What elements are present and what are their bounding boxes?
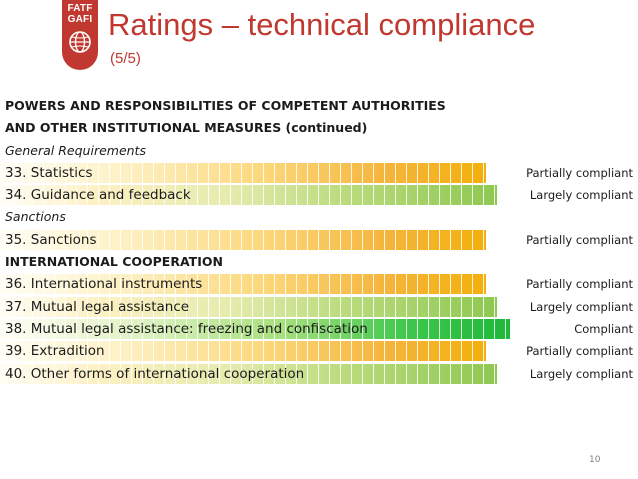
recommendation-label: 34. Guidance and feedback <box>5 187 191 204</box>
rating-value: Partially compliant <box>526 344 633 359</box>
rating-bar-largely-compliant <box>0 185 497 206</box>
rating-row: 34. Guidance and feedback Largely compli… <box>0 184 638 206</box>
rating-row: 35. Sanctions Partially compliant <box>0 229 638 251</box>
rating-row: 40. Other forms of international coopera… <box>0 363 638 385</box>
section-heading: INTERNATIONAL COOPERATION <box>5 254 223 270</box>
recommendation-label: 40. Other forms of international coopera… <box>5 365 305 382</box>
rating-bar-partially-compliant <box>0 341 486 362</box>
rating-row: 38. Mutual legal assistance: freezing an… <box>0 318 638 340</box>
rating-value: Largely compliant <box>529 299 633 314</box>
section-heading: POWERS AND RESPONSIBILITIES OF COMPETENT… <box>5 98 446 113</box>
rating-bar-partially-compliant <box>0 162 486 183</box>
rating-bar-partially-compliant <box>0 229 486 250</box>
fatf-gafi-logo: FATF GAFI <box>62 0 98 70</box>
page-subtitle: (5/5) <box>110 50 141 67</box>
logo-text-gafi: GAFI <box>67 14 93 25</box>
subsection-heading: Sanctions <box>5 209 66 225</box>
rating-row: 37. Mutual legal assistance Largely comp… <box>0 296 638 318</box>
subsection-heading-row: General Requirements <box>0 140 638 162</box>
rating-value: Largely compliant <box>529 366 633 381</box>
section-heading-row: AND OTHER INSTITUTIONAL MEASURES (contin… <box>0 117 638 139</box>
rating-bar-largely-compliant <box>0 363 497 384</box>
page-title: Ratings – technical compliance <box>108 7 536 42</box>
rating-value: Largely compliant <box>529 188 633 203</box>
ratings-list: POWERS AND RESPONSIBILITIES OF COMPETENT… <box>0 95 638 385</box>
rating-row: 33. Statistics Partially compliant <box>0 162 638 184</box>
rating-row: 36. International instruments Partially … <box>0 273 638 295</box>
section-heading-row: INTERNATIONAL COOPERATION <box>0 251 638 273</box>
recommendation-label: 38. Mutual legal assistance: freezing an… <box>5 320 368 337</box>
recommendation-label: 39. Extradition <box>5 343 105 360</box>
rating-bar-compliant <box>0 318 510 339</box>
subsection-heading: General Requirements <box>5 142 146 158</box>
section-heading-row: POWERS AND RESPONSIBILITIES OF COMPETENT… <box>0 95 638 117</box>
rating-value: Partially compliant <box>526 165 633 180</box>
rating-bar-largely-compliant <box>0 296 497 317</box>
rating-value: Partially compliant <box>526 232 633 247</box>
page-number: 10 <box>589 455 601 465</box>
subsection-heading-row: Sanctions <box>0 206 638 228</box>
logo-text-fatf: FATF <box>67 3 93 14</box>
recommendation-label: 33. Statistics <box>5 164 93 181</box>
globe-icon <box>69 31 91 53</box>
rating-value: Partially compliant <box>526 277 633 292</box>
rating-row: 39. Extradition Partially compliant <box>0 340 638 362</box>
rating-bar-partially-compliant <box>0 274 486 295</box>
section-heading: AND OTHER INSTITUTIONAL MEASURES (contin… <box>5 120 368 136</box>
recommendation-label: 35. Sanctions <box>5 231 97 248</box>
recommendation-label: 36. International instruments <box>5 276 203 293</box>
recommendation-label: 37. Mutual legal assistance <box>5 298 190 315</box>
rating-value: Compliant <box>574 321 633 336</box>
